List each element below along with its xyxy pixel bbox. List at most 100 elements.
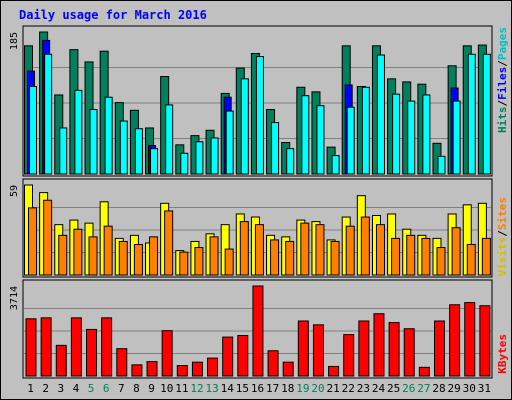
bar-kbytes-day-14 xyxy=(222,336,234,377)
bar-pages-day-8 xyxy=(134,128,143,175)
chart-title: Daily usage for March 2016 xyxy=(19,8,207,22)
bar-pages-day-26 xyxy=(407,100,416,175)
bar-pages-day-21 xyxy=(331,155,340,175)
x-tick-label: 31 xyxy=(478,382,491,395)
bar-pages-day-12 xyxy=(195,141,204,175)
bar-pages-day-22 xyxy=(346,106,355,175)
x-axis-labels: 1 2 3 4 5 6 7 8 9 10 11 12 13 14 15 16 17 18 19 20 21 22 23 24 2… xyxy=(27,382,491,395)
bar-pages-day-30 xyxy=(467,53,476,175)
bar-pages-day-18 xyxy=(286,148,295,175)
bar-kbytes-day-1 xyxy=(25,318,37,377)
bar-sites-day-25 xyxy=(391,237,401,276)
bar-kbytes-day-27 xyxy=(418,366,430,377)
x-tick-label: 18 xyxy=(281,382,294,395)
bar-sites-day-1 xyxy=(28,207,37,276)
bar-pages-day-3 xyxy=(59,127,68,175)
chart-panels: 185 59 3714 xyxy=(9,25,493,379)
bar-sites-day-24 xyxy=(375,224,385,276)
bar-sites-day-5 xyxy=(88,236,98,276)
bar-sites-day-7 xyxy=(118,240,128,276)
bar-pages-day-20 xyxy=(316,105,325,175)
panel-hits: 185 xyxy=(9,25,493,177)
bar-kbytes-day-20 xyxy=(312,324,324,377)
bar-kbytes-day-4 xyxy=(70,317,82,377)
bar-kbytes-day-28 xyxy=(433,320,445,377)
bar-pages-day-10 xyxy=(165,104,174,175)
legend-group: Hits/Files/Pages Visits/Sites KBytes xyxy=(496,27,509,374)
legend-visits-sites: Visits/Sites xyxy=(496,197,509,277)
x-tick-label: 16 xyxy=(251,382,264,395)
bar-pages-day-15 xyxy=(240,78,249,175)
x-tick-label: 8 xyxy=(133,382,140,395)
bar-sites-day-28 xyxy=(436,247,446,276)
x-tick-label: 28 xyxy=(432,382,445,395)
bar-pages-day-19 xyxy=(301,95,310,175)
bar-pages-day-5 xyxy=(89,109,98,175)
bar-sites-day-27 xyxy=(421,237,431,276)
axis-max-label: 59 xyxy=(9,185,20,197)
bar-kbytes-day-18 xyxy=(282,361,294,377)
bar-kbytes-day-23 xyxy=(358,320,370,377)
bar-kbytes-day-13 xyxy=(207,357,219,377)
bar-kbytes-day-17 xyxy=(267,350,279,377)
bar-sites-day-9 xyxy=(149,236,159,276)
bar-kbytes-day-6 xyxy=(101,317,113,377)
bar-kbytes-day-26 xyxy=(403,328,415,377)
x-tick-label: 20 xyxy=(311,382,324,395)
bar-pages-day-14 xyxy=(225,110,234,175)
bar-kbytes-day-30 xyxy=(464,302,476,377)
bar-kbytes-day-16 xyxy=(252,285,264,377)
bar-pages-day-29 xyxy=(452,100,461,175)
bar-sites-day-8 xyxy=(133,243,143,276)
x-tick-label: 6 xyxy=(103,382,110,395)
x-tick-label: 5 xyxy=(88,382,95,395)
bar-pages-day-31 xyxy=(482,53,491,175)
legend-kbytes: KBytes xyxy=(496,334,509,374)
panel-kbytes: 3714 xyxy=(9,279,493,379)
panel-visits: 59 xyxy=(9,178,493,278)
x-tick-label: 1 xyxy=(27,382,34,395)
bar-kbytes-day-5 xyxy=(86,328,98,377)
bar-pages-day-27 xyxy=(422,94,431,175)
bar-sites-day-16 xyxy=(254,224,264,276)
bar-kbytes-day-15 xyxy=(237,335,249,377)
bar-kbytes-day-9 xyxy=(146,361,158,377)
bar-kbytes-day-3 xyxy=(55,344,67,377)
bar-pages-day-28 xyxy=(437,155,446,175)
x-tick-label: 19 xyxy=(296,382,309,395)
bar-sites-day-29 xyxy=(451,227,461,276)
bar-sites-day-11 xyxy=(179,251,189,276)
x-tick-label: 17 xyxy=(266,382,279,395)
bar-sites-day-18 xyxy=(285,240,295,276)
bar-pages-day-24 xyxy=(376,54,385,175)
bar-kbytes-day-25 xyxy=(388,322,400,377)
bar-kbytes-day-19 xyxy=(297,320,309,377)
bar-pages-day-7 xyxy=(119,120,128,175)
bar-sites-day-22 xyxy=(345,225,355,276)
bar-sites-day-31 xyxy=(481,237,491,276)
x-tick-label: 29 xyxy=(448,382,461,395)
bar-pages-day-2 xyxy=(44,53,53,175)
bar-kbytes-day-11 xyxy=(176,365,188,377)
bar-sites-day-14 xyxy=(224,248,234,276)
x-tick-label: 25 xyxy=(387,382,400,395)
bar-sites-day-26 xyxy=(406,234,416,276)
axis-max-label: 185 xyxy=(9,32,20,50)
bar-kbytes-day-24 xyxy=(373,313,385,377)
bar-sites-day-19 xyxy=(300,222,310,276)
bar-sites-day-2 xyxy=(43,199,53,276)
x-tick-label: 21 xyxy=(327,382,340,395)
x-tick-label: 4 xyxy=(73,382,80,395)
x-tick-label: 11 xyxy=(175,382,188,395)
x-tick-label: 2 xyxy=(42,382,49,395)
bar-pages-day-1 xyxy=(29,85,37,175)
bar-sites-day-23 xyxy=(360,216,370,276)
bar-kbytes-day-21 xyxy=(328,365,340,377)
bar-sites-day-21 xyxy=(330,240,340,276)
x-tick-label: 9 xyxy=(148,382,155,395)
bar-sites-day-30 xyxy=(466,243,476,276)
bar-kbytes-day-8 xyxy=(131,364,143,377)
bar-pages-day-9 xyxy=(150,148,159,175)
x-tick-label: 7 xyxy=(118,382,125,395)
axis-max-label: 3714 xyxy=(9,286,20,310)
